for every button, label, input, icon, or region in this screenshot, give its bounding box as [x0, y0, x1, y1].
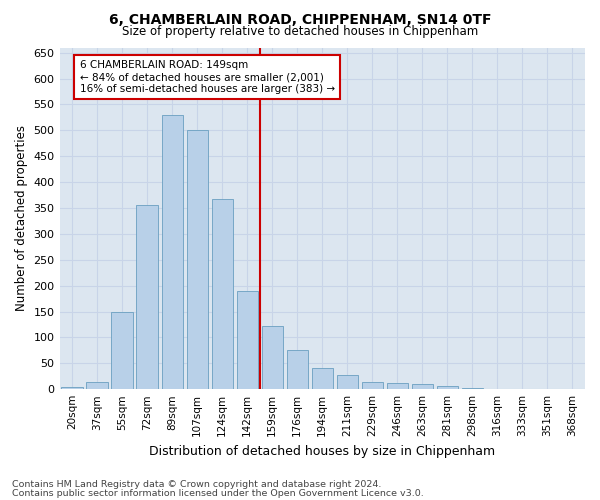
Text: Size of property relative to detached houses in Chippenham: Size of property relative to detached ho…: [122, 25, 478, 38]
Bar: [362, 382, 383, 389]
Text: Contains public sector information licensed under the Open Government Licence v3: Contains public sector information licen…: [12, 488, 424, 498]
Bar: [262, 326, 283, 389]
Bar: [136, 206, 158, 389]
Bar: [61, 386, 83, 389]
Bar: [86, 382, 108, 389]
Bar: [161, 115, 183, 389]
Bar: [187, 130, 208, 389]
Bar: [311, 368, 333, 389]
Bar: [112, 312, 133, 389]
Bar: [236, 291, 258, 389]
Text: 6, CHAMBERLAIN ROAD, CHIPPENHAM, SN14 0TF: 6, CHAMBERLAIN ROAD, CHIPPENHAM, SN14 0T…: [109, 12, 491, 26]
Bar: [462, 388, 483, 389]
Bar: [212, 198, 233, 389]
X-axis label: Distribution of detached houses by size in Chippenham: Distribution of detached houses by size …: [149, 444, 496, 458]
Text: Contains HM Land Registry data © Crown copyright and database right 2024.: Contains HM Land Registry data © Crown c…: [12, 480, 382, 489]
Bar: [487, 388, 508, 389]
Y-axis label: Number of detached properties: Number of detached properties: [15, 126, 28, 312]
Bar: [412, 384, 433, 389]
Bar: [387, 383, 408, 389]
Bar: [287, 350, 308, 389]
Bar: [337, 375, 358, 389]
Bar: [437, 386, 458, 389]
Text: 6 CHAMBERLAIN ROAD: 149sqm
← 84% of detached houses are smaller (2,001)
16% of s: 6 CHAMBERLAIN ROAD: 149sqm ← 84% of deta…: [80, 60, 335, 94]
